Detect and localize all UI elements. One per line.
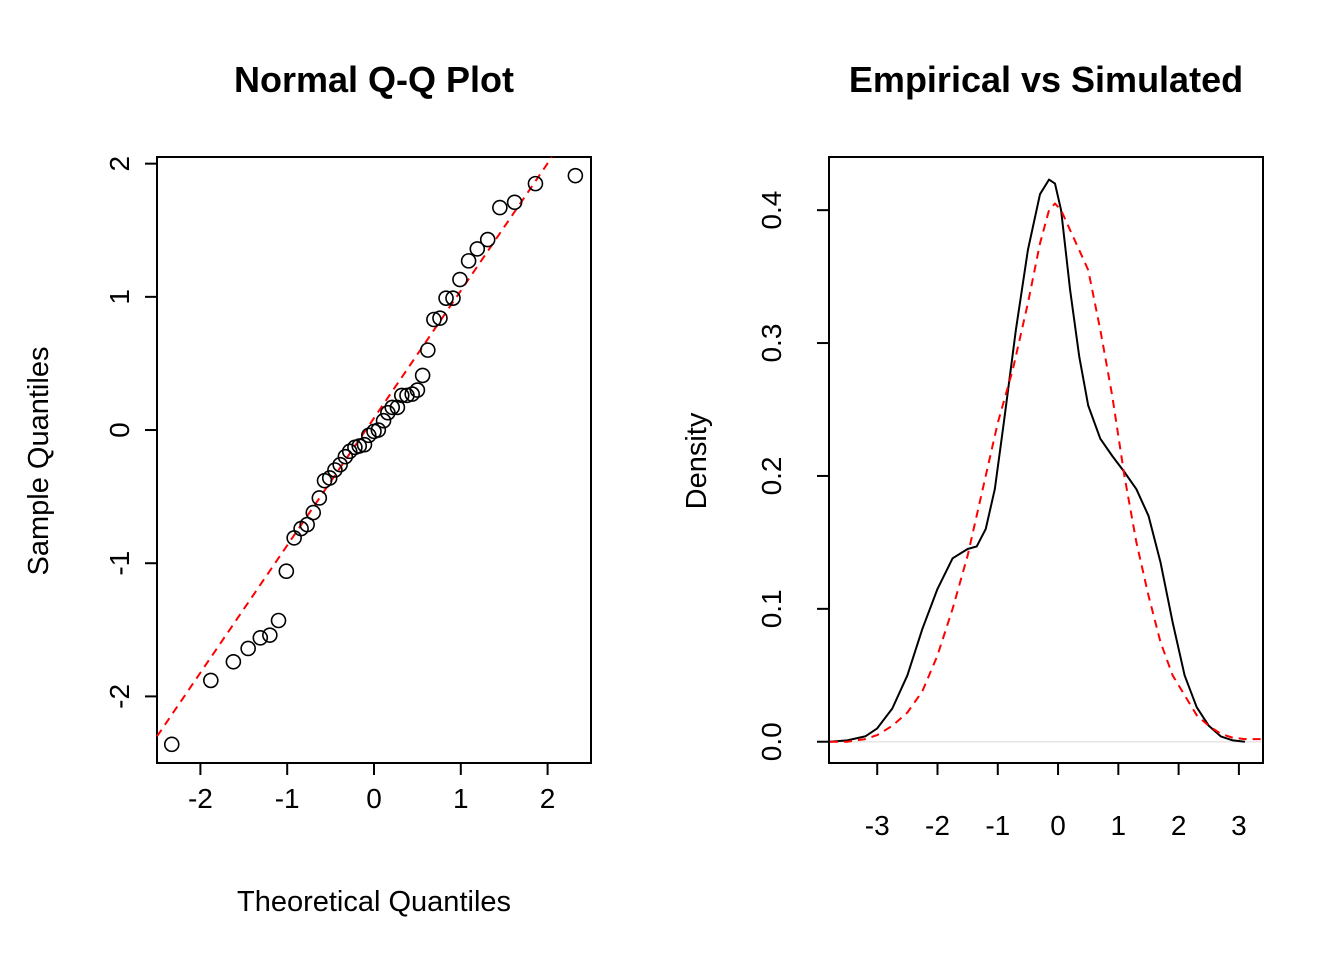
density-x-tick-label: -1: [985, 810, 1010, 841]
qq-point: [370, 422, 387, 438]
qq-point: [460, 253, 477, 269]
qq-y-tick-label: -2: [104, 684, 135, 709]
qq-point: [438, 290, 454, 306]
qq-point: [527, 175, 544, 192]
qq-point: [311, 490, 328, 506]
qq-plot-panel: Normal Q-Q Plot Theoretical Quantiles Sa…: [23, 59, 592, 918]
qq-point: [384, 399, 401, 416]
qq-point: [380, 404, 396, 421]
qq-plot-frame: [156, 156, 592, 764]
qq-point: [225, 653, 242, 670]
qq-point: [270, 612, 287, 629]
qq-x-axis: -2 -1 0 1 2: [188, 762, 556, 814]
qq-ylabel: Sample Quantiles: [23, 347, 55, 576]
qq-point: [163, 736, 180, 753]
qq-point: [445, 290, 461, 306]
density-series-lines: [829, 178, 1262, 743]
qq-point: [337, 448, 354, 465]
qq-y-tick-label: 0: [104, 422, 135, 438]
qq-point: [286, 530, 302, 546]
qq-point: [356, 436, 373, 453]
density-x-tick-label: -3: [865, 810, 890, 841]
qq-point: [506, 194, 523, 211]
qq-y-tick-label: 2: [104, 156, 135, 172]
qq-x-tick-label: -1: [275, 783, 300, 814]
density-y-tick-label: 0.1: [756, 589, 787, 628]
density-y-tick-label: 0.4: [756, 191, 787, 230]
qq-point: [203, 672, 219, 689]
density-x-tick-label: 2: [1171, 810, 1187, 841]
density-y-tick-label: 0.0: [756, 722, 787, 761]
qq-y-axis: -2 -1 0 1 2: [104, 156, 158, 709]
qq-point: [327, 462, 343, 478]
qq-point: [341, 443, 358, 460]
density-title: Empirical vs Simulated: [849, 59, 1243, 100]
qq-x-tick-label: 2: [540, 783, 556, 814]
qq-point: [240, 640, 256, 657]
density-y-tick-label: 0.3: [756, 324, 787, 363]
qq-point: [332, 456, 348, 473]
qq-point: [432, 310, 448, 326]
qq-x-tick-label: 0: [366, 783, 382, 814]
qq-xlabel: Theoretical Quantiles: [237, 886, 511, 918]
qq-point: [492, 199, 508, 216]
qq-point: [479, 231, 496, 248]
qq-point: [305, 504, 322, 521]
qq-point: [278, 563, 295, 580]
qq-point: [414, 367, 431, 384]
qq-point: [452, 271, 468, 288]
qq-point: [469, 241, 486, 257]
density-y-tick-label: 0.2: [756, 456, 787, 495]
qq-point: [404, 386, 420, 402]
qq-point: [321, 470, 338, 486]
qq-point: [567, 167, 584, 184]
qq-point: [393, 387, 410, 404]
density-x-tick-label: 0: [1050, 810, 1066, 841]
qq-point: [360, 427, 377, 444]
empirical-density-line: [829, 178, 1246, 743]
density-ylabel: Density: [681, 412, 713, 509]
qq-x-tick-label: 1: [453, 783, 469, 814]
density-plot-panel: Empirical vs Simulated Density -3 -2 -1 0 1 2…: [681, 59, 1264, 841]
density-x-tick-label: 3: [1231, 810, 1247, 841]
qq-point: [420, 342, 436, 358]
qq-point: [262, 627, 278, 643]
qq-point: [375, 412, 392, 429]
simulated-density-line: [830, 202, 1262, 743]
qq-point: [252, 630, 269, 646]
qq-point: [409, 382, 426, 398]
qq-point: [426, 311, 442, 328]
density-x-axis: -3 -2 -1 0 1 2 3: [865, 762, 1247, 841]
qq-y-tick-label: -1: [104, 551, 135, 576]
qq-x-tick-label: -2: [188, 783, 213, 814]
density-y-axis: 0.0 0.1 0.2 0.3 0.4: [756, 191, 830, 761]
density-plot-frame: [828, 156, 1264, 764]
qq-y-tick-label: 1: [104, 289, 135, 305]
qq-points: [163, 167, 584, 753]
qq-point: [299, 516, 315, 533]
qq-title: Normal Q-Q Plot: [234, 59, 514, 100]
density-x-tick-label: -2: [925, 810, 950, 841]
density-x-tick-label: 1: [1111, 810, 1127, 841]
